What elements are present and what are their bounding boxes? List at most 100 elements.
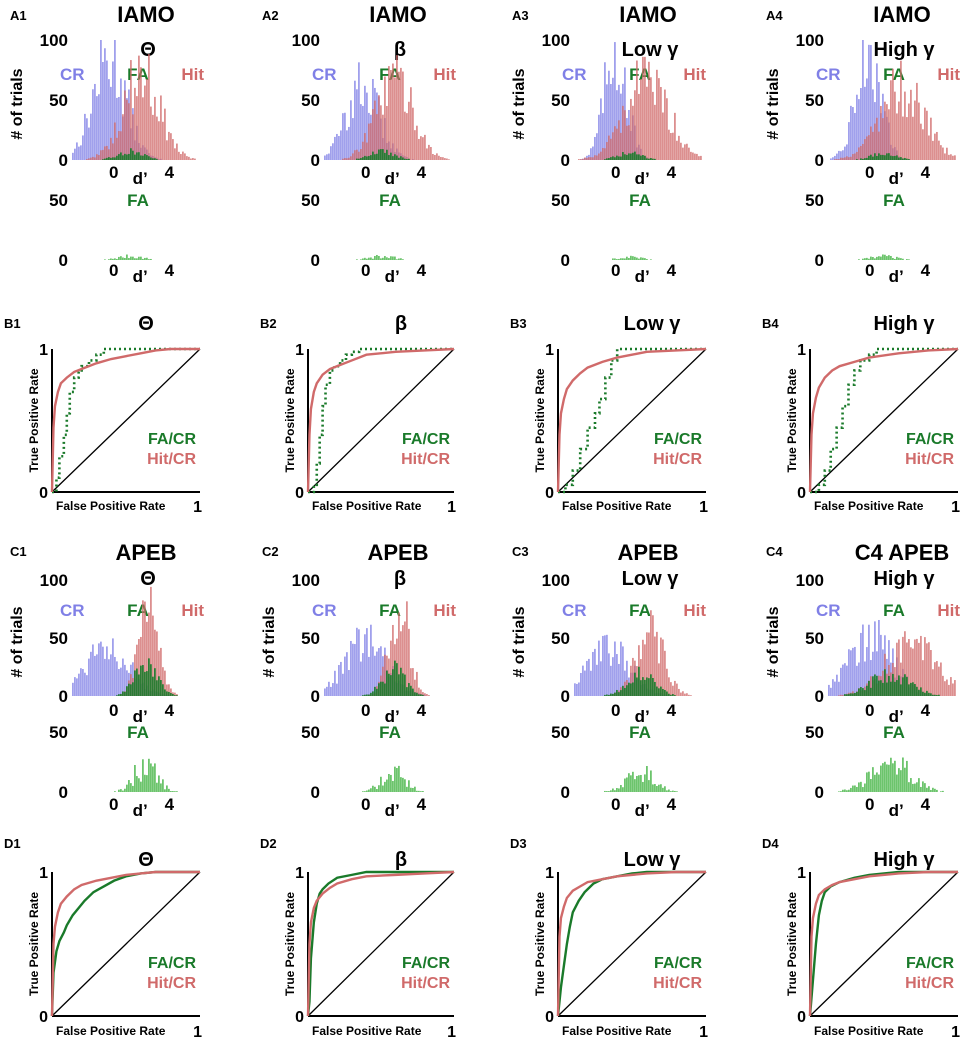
x-tick-4: 4 [165, 701, 175, 720]
bar-cr [842, 150, 844, 160]
bar-hit [874, 123, 876, 160]
bar-hit [190, 158, 192, 160]
bar-cr [832, 157, 834, 160]
bar-hit [140, 67, 142, 160]
histogram-bars [574, 610, 692, 696]
bar-hit [844, 157, 846, 160]
bar-hit [640, 79, 642, 160]
bar-hit [864, 139, 866, 160]
bar-cr [96, 96, 98, 160]
bar-fa [156, 159, 158, 160]
bar-hit [422, 692, 424, 696]
fa-x-tick-4: 4 [667, 795, 677, 814]
bar-cr [584, 670, 586, 696]
fa-x-axis-label: d’ [385, 801, 400, 820]
bar-hit [644, 56, 646, 161]
bar-hit [936, 661, 938, 696]
bar-hit [838, 695, 840, 696]
fa-bar [380, 258, 382, 260]
fa-bar [138, 256, 140, 260]
y-tick-0: 0 [797, 485, 806, 502]
fa-y-tick-50: 50 [301, 191, 320, 210]
band-label: Θ [138, 313, 154, 335]
bar-fa [372, 691, 374, 696]
bar-fa [882, 682, 884, 696]
bar-fa [398, 157, 400, 160]
bar-cr [114, 40, 116, 160]
bar-hit [918, 102, 920, 160]
fa-bar [640, 774, 642, 792]
bar-hit [878, 131, 880, 160]
fa-bar [614, 258, 616, 260]
bar-fa [140, 155, 142, 160]
bar-hit [894, 667, 896, 696]
fa-bar [390, 774, 392, 792]
bar-hit [584, 157, 586, 160]
bar-fa [630, 683, 632, 696]
bar-cr [356, 627, 358, 696]
fa-bar [926, 787, 928, 792]
bar-hit [646, 632, 648, 696]
bar-fa [110, 157, 112, 160]
bar-hit [880, 105, 882, 160]
bar-fa [632, 682, 634, 696]
fa-x-tick-0: 0 [109, 795, 118, 814]
bar-fa [368, 155, 370, 160]
bar-hit [100, 150, 102, 160]
legend-fa-cr: FA/CR [906, 955, 954, 972]
y-axis-label: # of trials [9, 68, 26, 139]
fa-x-tick-0: 0 [109, 261, 118, 280]
bar-cr [832, 679, 834, 696]
bar-hit [876, 117, 878, 160]
bar-hit [938, 140, 940, 160]
fa-bar [886, 256, 888, 260]
bar-cr [358, 62, 360, 160]
fa-bar [858, 259, 860, 260]
bar-hit [684, 144, 686, 160]
fa-bar [894, 258, 896, 260]
bar-fa [904, 674, 906, 696]
x-tick-0: 0 [109, 701, 118, 720]
fa-bar [842, 789, 844, 792]
bar-hit [438, 155, 440, 160]
bar-fa [902, 158, 904, 160]
fa-bar [132, 256, 134, 260]
bar-fa [128, 683, 130, 696]
fa-y-tick-0: 0 [311, 251, 320, 270]
fa-bar [888, 764, 890, 792]
legend-cr: CR [60, 601, 85, 620]
fa-bar [168, 788, 170, 792]
fa-bar [144, 774, 146, 792]
bar-hit [650, 610, 652, 696]
bar-cr [608, 653, 610, 696]
fa-bar [638, 775, 640, 792]
fa-bar [618, 788, 620, 792]
bar-fa [912, 682, 914, 696]
bar-fa [150, 664, 152, 696]
y-tick-100: 100 [40, 31, 68, 50]
x-axis-label: False Positive Rate [562, 499, 672, 513]
bar-fa [638, 154, 640, 160]
bar-hit [414, 130, 416, 160]
bar-hit [428, 144, 430, 160]
bar-cr [338, 665, 340, 696]
band-label: β [394, 39, 406, 61]
y-tick-0: 0 [561, 151, 570, 170]
y-tick-0: 0 [59, 151, 68, 170]
bar-cr [606, 634, 608, 696]
legend-hit-cr: Hit/CR [147, 451, 196, 468]
fa-bar [374, 255, 376, 260]
bar-cr [354, 80, 356, 160]
bar-fa [914, 684, 916, 696]
bar-cr [340, 130, 342, 160]
bar-fa [890, 681, 892, 696]
x-tick-0: 0 [865, 701, 874, 720]
fa-bar [380, 776, 382, 792]
bar-hit [122, 114, 124, 160]
bar-hit [594, 155, 596, 160]
bar-hit [920, 635, 922, 696]
fa-bar [372, 785, 374, 792]
fa-panel-label: FA [127, 191, 149, 210]
bar-fa [368, 694, 370, 696]
